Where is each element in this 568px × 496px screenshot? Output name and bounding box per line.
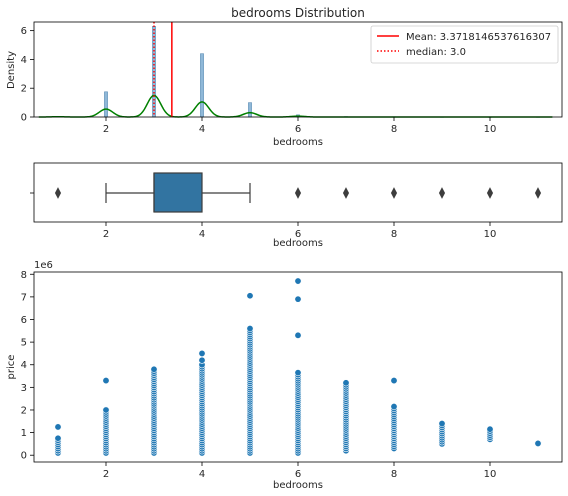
boxplot-x-tick-label: 8 (391, 229, 397, 240)
boxplot-outlier (486, 187, 494, 199)
boxplot-x-tick-label: 6 (295, 229, 301, 240)
boxplot-outlier (534, 187, 542, 199)
histogram-y-label: Density (6, 51, 17, 89)
histogram-x-ticks: 2 4 6 8 10 (103, 117, 497, 135)
scatter-y-tick-label: 2 (21, 405, 27, 416)
histogram-y-ticks: 0 2 4 6 (21, 26, 34, 124)
histogram-y-tick-label: 2 (21, 84, 27, 95)
scatter-point (246, 292, 254, 300)
scatter-y-tick-label: 4 (21, 360, 27, 371)
scatter-x-tick-label: 2 (103, 469, 109, 480)
legend-mean-label: Mean: 3.3718146537616307 (406, 32, 551, 43)
scatter-point (390, 377, 398, 385)
kde-curve (38, 94, 553, 118)
scatter-x-tick-label: 10 (484, 469, 497, 480)
histogram-x-tick-label: 10 (484, 124, 497, 135)
histogram-x-tick-label: 8 (391, 124, 397, 135)
scatter-point (438, 420, 446, 428)
boxplot-x-tick-label: 2 (103, 229, 109, 240)
scatter-y-tick-label: 0 (21, 451, 27, 462)
scatter-y-ticks: 0 1 2 3 4 5 6 7 8 (21, 270, 34, 462)
histogram-y-tick-label: 0 (21, 113, 27, 124)
scatter-y-tick-label: 7 (21, 292, 27, 303)
scatter-x-ticks: 2 4 6 8 10 (103, 462, 497, 480)
boxplot-outlier (342, 187, 350, 199)
scatter-point (102, 377, 110, 385)
histogram-bar (248, 102, 252, 118)
boxplot-panel: 2 4 6 8 10 bedrooms (30, 162, 563, 249)
boxplot-outlier (390, 187, 398, 199)
scatter-point (246, 325, 254, 333)
boxplot-content (54, 172, 542, 213)
scatter-point (54, 434, 62, 442)
scatter-y-label: price (6, 355, 17, 380)
scatter-point (102, 406, 110, 414)
scatter-y-tick-label: 5 (21, 338, 27, 349)
histogram-y-tick-label: 4 (21, 55, 27, 66)
boxplot-outlier (438, 187, 446, 199)
scatter-point (294, 277, 302, 285)
boxplot-box (153, 172, 203, 213)
boxplot-x-tick-label: 10 (484, 229, 497, 240)
scatter-point (150, 365, 158, 373)
legend: Mean: 3.3718146537616307 median: 3.0 (370, 25, 559, 64)
scatter-point (294, 331, 302, 339)
histogram-panel: bedrooms Distribution 2 4 6 8 10 0 2 4 6 bedroo… (6, 6, 563, 148)
reference-lines (153, 22, 173, 117)
histogram-x-tick-label: 4 (199, 124, 205, 135)
histogram-bar (104, 91, 108, 118)
scatter-point (390, 403, 398, 411)
histogram-title: bedrooms Distribution (231, 6, 365, 20)
scatter-point (294, 295, 302, 303)
scatter-point (54, 423, 62, 431)
scatter-x-tick-label: 4 (199, 469, 205, 480)
scatter-y-tick-label: 8 (21, 270, 27, 281)
scatter-y-tick-label: 3 (21, 383, 27, 394)
histogram-x-tick-label: 2 (103, 124, 109, 135)
boxplot-outlier (294, 187, 302, 199)
histogram-bar (200, 53, 204, 118)
boxplot-x-label: bedrooms (273, 238, 323, 249)
scatter-point (342, 379, 350, 387)
scatter-point (486, 425, 494, 433)
scatter-panel: 2 4 6 8 10 0 1 2 3 4 5 6 7 8 1e6 bedrooms price (6, 260, 563, 491)
scatter-point (534, 439, 542, 447)
boxplot-x-ticks: 2 4 6 8 10 (103, 222, 497, 240)
scatter-point (294, 369, 302, 377)
histogram-y-tick-label: 6 (21, 26, 27, 37)
scatter-points (54, 277, 542, 457)
histogram-x-label: bedrooms (273, 137, 323, 148)
scatter-y-tick-label: 1 (21, 428, 27, 439)
boxplot-x-tick-label: 4 (199, 229, 205, 240)
scatter-y-tick-label: 6 (21, 315, 27, 326)
scatter-x-tick-label: 8 (391, 469, 397, 480)
legend-median-label: median: 3.0 (406, 47, 466, 58)
scatter-y-scale-label: 1e6 (34, 260, 53, 271)
scatter-point (198, 356, 206, 364)
scatter-x-tick-label: 6 (295, 469, 301, 480)
scatter-point (198, 349, 206, 357)
histogram-x-tick-label: 6 (295, 124, 301, 135)
scatter-x-label: bedrooms (273, 480, 323, 491)
legend-box (370, 25, 559, 64)
boxplot-outlier (54, 187, 62, 199)
